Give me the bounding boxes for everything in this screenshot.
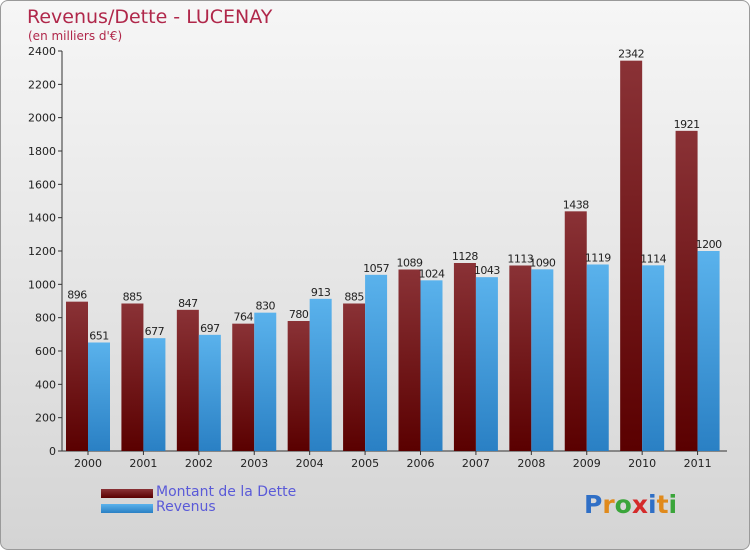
data-label-debt-2010: 2342 — [618, 48, 644, 61]
logo-letter: i — [668, 490, 678, 519]
logo-letter: r — [602, 490, 615, 519]
bar-revenue-2007 — [475, 277, 498, 451]
bar-debt-2008 — [509, 265, 532, 451]
bar-debt-2001 — [121, 303, 144, 451]
legend-swatch-revenue — [101, 504, 153, 513]
bar-debt-2010 — [620, 60, 643, 452]
logo-letter: o — [614, 490, 632, 519]
bar-debt-2004 — [287, 321, 310, 451]
bar-revenue-2005 — [365, 274, 388, 451]
x-tick-label: 2008 — [517, 457, 545, 470]
data-label-debt-2005: 885 — [344, 291, 364, 304]
logo-letter: P — [584, 490, 603, 519]
data-label-revenue-2003: 830 — [256, 300, 276, 313]
data-label-revenue-2010: 1114 — [640, 252, 666, 265]
y-tick-label: 1800 — [28, 145, 56, 158]
bar-revenue-2009 — [586, 264, 609, 451]
chart-axes: 0 200 400 600 800 1000 1200 1400 1600 1800 2000 220… — [28, 45, 727, 470]
y-tick-label: 800 — [35, 312, 56, 325]
x-tick-label: 2006 — [407, 457, 435, 470]
y-tick-label: 0 — [49, 445, 56, 458]
bar-revenue-2001 — [143, 338, 166, 451]
bar-debt-2005 — [343, 303, 366, 451]
bar-debt-2003 — [232, 323, 255, 451]
bar-revenue-2004 — [309, 298, 332, 451]
data-label-revenue-2001: 677 — [145, 325, 165, 338]
y-tick-label: 1600 — [28, 178, 56, 191]
data-label-debt-2000: 896 — [67, 289, 87, 302]
bar-debt-2006 — [398, 269, 421, 451]
logo-letter: i — [648, 490, 657, 519]
bar-debt-2011 — [675, 130, 698, 452]
data-label-debt-2003: 764 — [234, 311, 254, 324]
x-tick-label: 2005 — [351, 457, 379, 470]
data-label-revenue-2007: 1043 — [474, 264, 500, 277]
data-label-revenue-2004: 913 — [311, 286, 331, 299]
bar-revenue-2011 — [697, 251, 720, 451]
bar-revenue-2006 — [420, 280, 443, 451]
x-tick-label: 2003 — [240, 457, 268, 470]
x-tick-label: 2004 — [296, 457, 324, 470]
bar-revenue-2003 — [254, 312, 277, 451]
x-tick-label: 2000 — [74, 457, 102, 470]
y-tick-label: 600 — [35, 345, 56, 358]
bar-revenue-2008 — [531, 269, 554, 451]
data-label-debt-2007: 1128 — [452, 250, 478, 263]
y-tick-label: 400 — [35, 378, 56, 391]
bar-debt-2000 — [66, 301, 88, 451]
chart-subtitle: (en milliers d'€) — [28, 29, 123, 43]
bar-debt-2007 — [453, 263, 476, 451]
data-label-debt-2001: 885 — [123, 291, 143, 304]
y-tick-label: 2200 — [28, 78, 56, 91]
data-label-revenue-2002: 697 — [200, 322, 220, 335]
data-label-revenue-2011: 1200 — [696, 238, 722, 251]
data-label-debt-2006: 1089 — [397, 257, 423, 270]
legend-swatch-debt — [101, 489, 153, 498]
bar-debt-2002 — [176, 309, 199, 451]
chart-title: Revenus/Dette - LUCENAY — [27, 6, 273, 28]
data-label-debt-2004: 780 — [289, 308, 309, 321]
proxiti-logo: Proxiti — [584, 490, 677, 519]
data-label-debt-2009: 1438 — [563, 198, 589, 211]
logo-letter: x — [631, 490, 648, 519]
data-label-debt-2002: 847 — [178, 297, 198, 310]
legend-label-debt: Montant de la Dette — [156, 484, 297, 500]
x-tick-label: 2010 — [628, 457, 656, 470]
logo-letter: t — [656, 490, 669, 519]
data-label-revenue-2005: 1057 — [363, 262, 389, 275]
legend-label-revenue: Revenus — [156, 499, 216, 515]
y-tick-label: 1000 — [28, 278, 56, 291]
bar-revenue-2002 — [198, 334, 221, 451]
y-tick-label: 2000 — [28, 112, 56, 125]
x-tick-label: 2011 — [684, 457, 712, 470]
data-label-debt-2011: 1921 — [674, 118, 700, 131]
y-tick-label: 2400 — [28, 45, 56, 58]
x-tick-label: 2002 — [185, 457, 213, 470]
data-label-revenue-2009: 1119 — [585, 252, 611, 265]
x-tick-label: 2007 — [462, 457, 490, 470]
data-label-revenue-2006: 1024 — [419, 267, 445, 280]
x-tick-label: 2001 — [129, 457, 157, 470]
data-label-revenue-2000: 651 — [89, 330, 109, 343]
bar-debt-2009 — [564, 211, 587, 451]
chart-bars — [66, 60, 720, 452]
bar-revenue-2000 — [88, 342, 110, 451]
bar-revenue-2010 — [642, 265, 665, 451]
y-tick-label: 1200 — [28, 245, 56, 258]
data-label-revenue-2008: 1090 — [529, 256, 555, 269]
y-tick-label: 200 — [35, 412, 56, 425]
y-tick-label: 1400 — [28, 212, 56, 225]
data-label-debt-2008: 1113 — [507, 253, 533, 266]
x-tick-label: 2009 — [573, 457, 601, 470]
